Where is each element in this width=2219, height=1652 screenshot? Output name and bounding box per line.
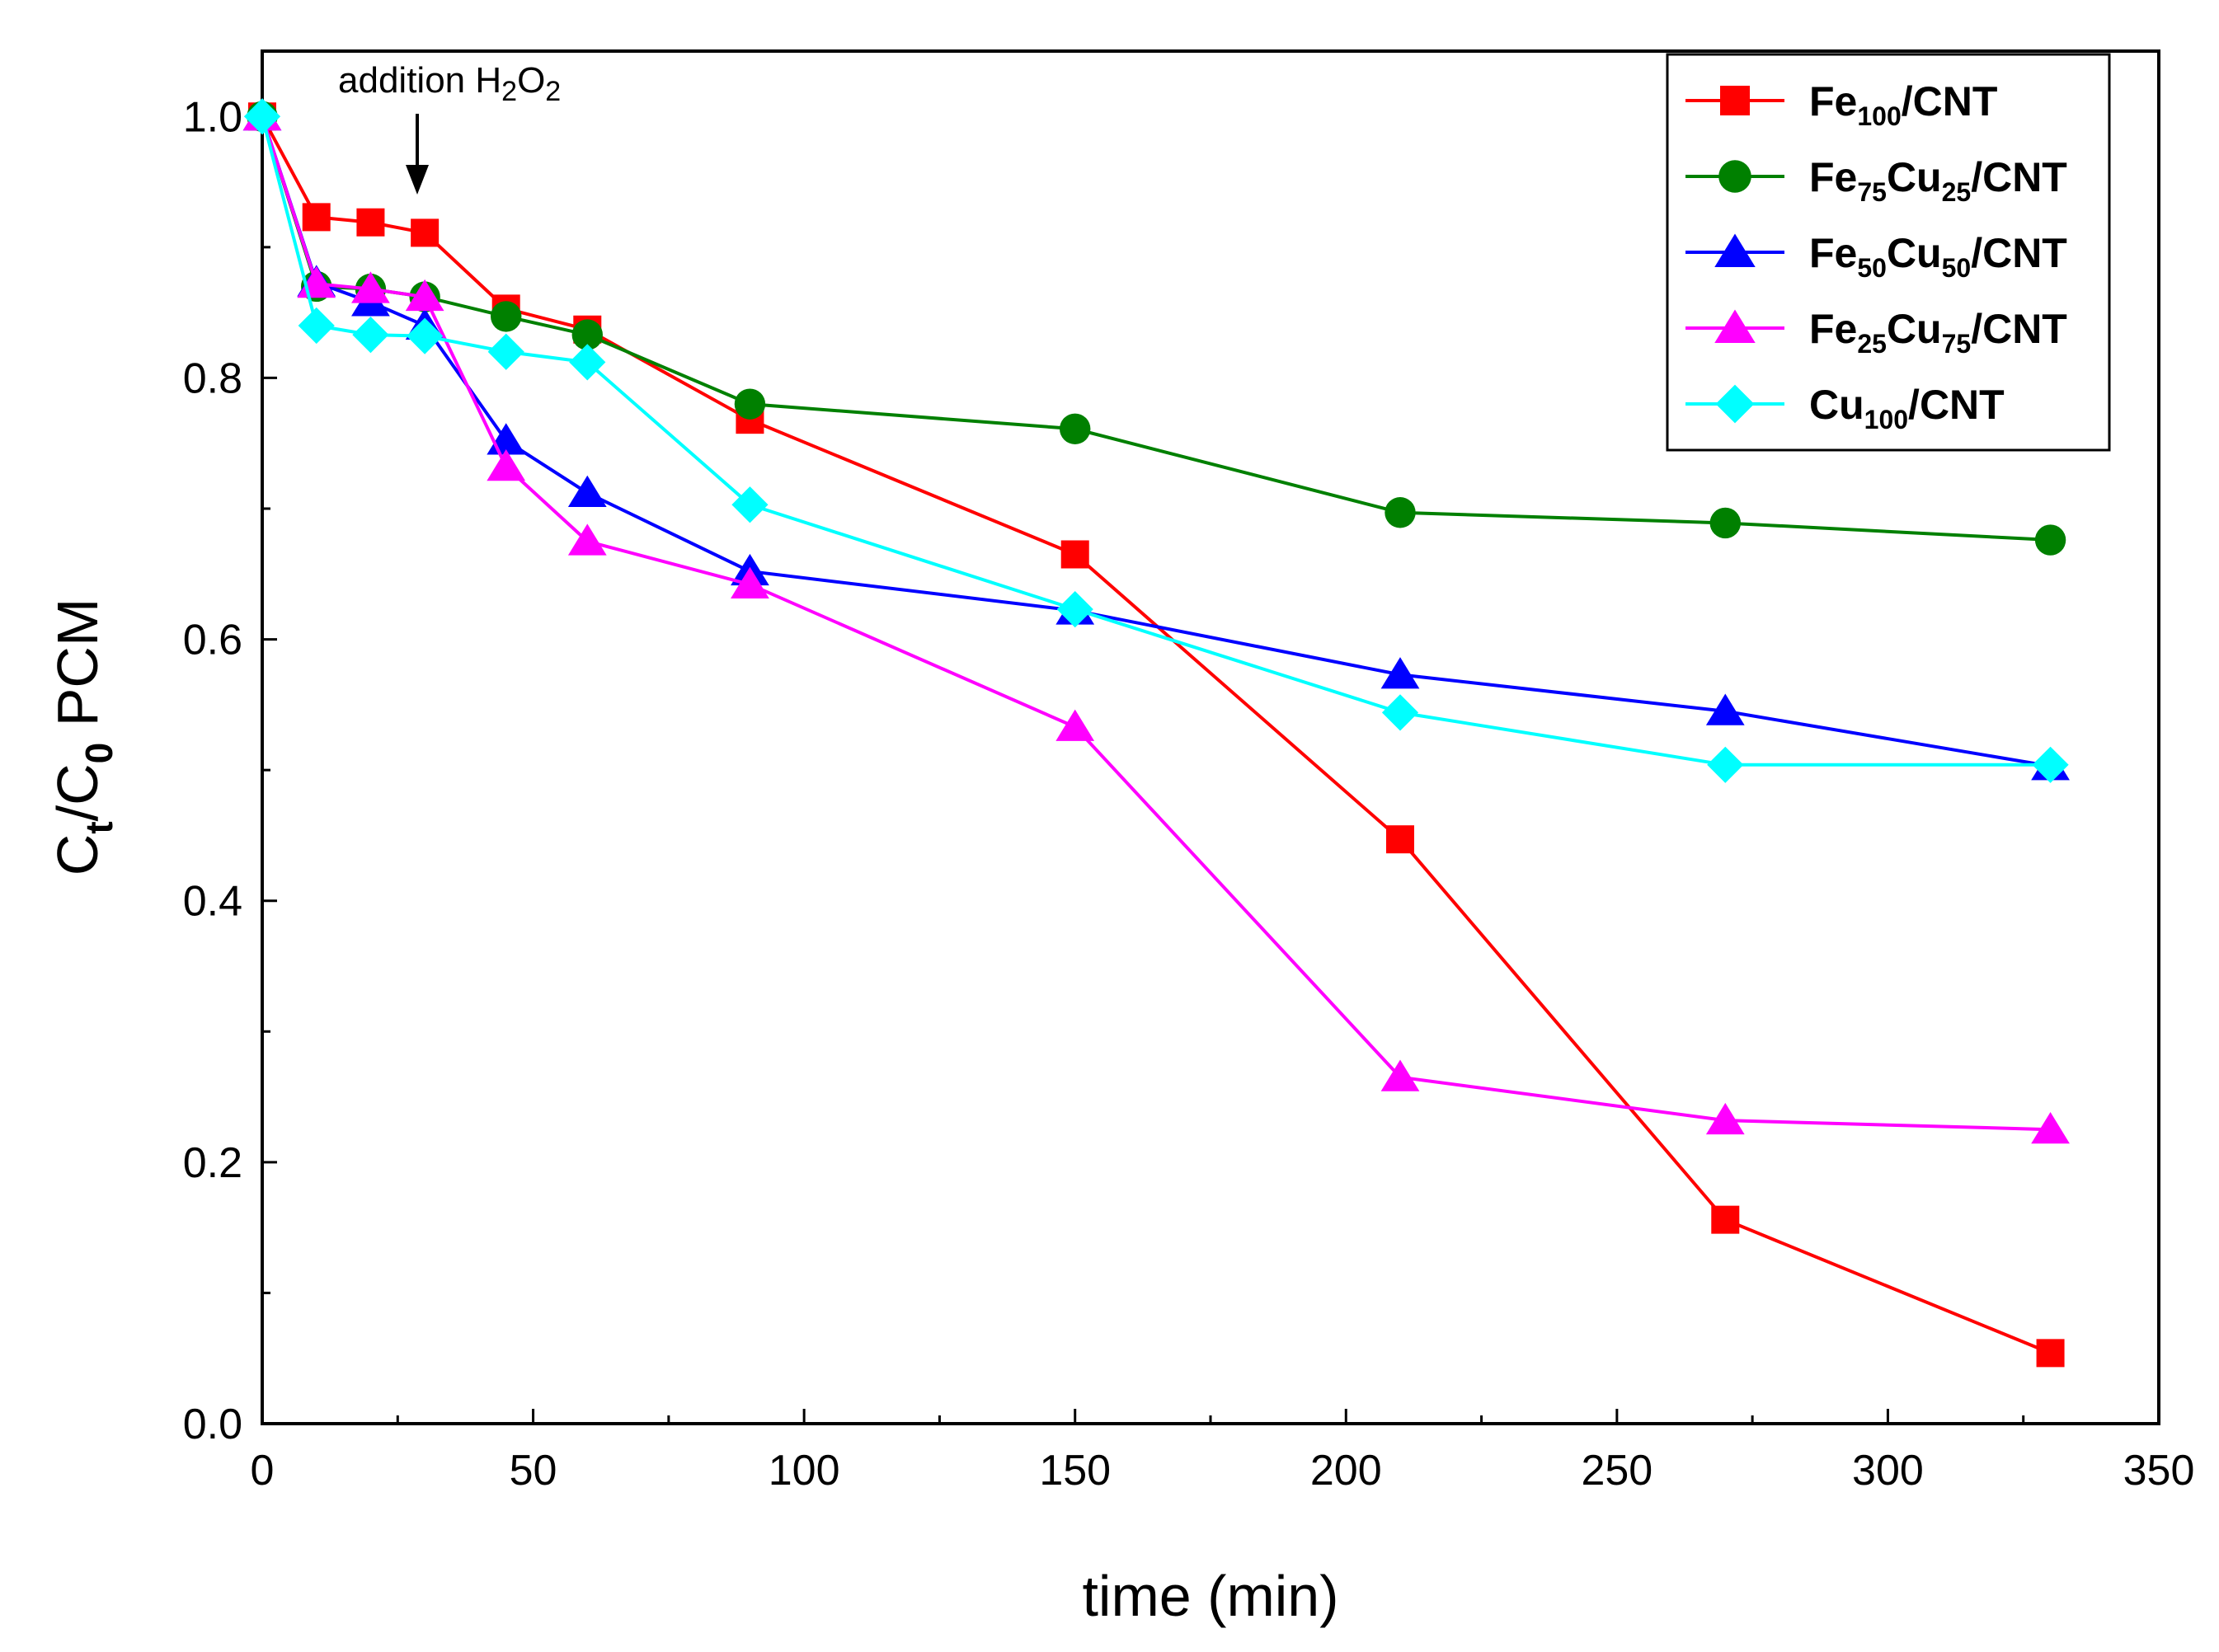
data-point <box>1705 693 1745 725</box>
data-point <box>567 475 607 507</box>
data-point <box>734 388 766 420</box>
data-point <box>731 486 769 523</box>
legend-marker <box>1718 160 1751 193</box>
data-point <box>569 344 606 381</box>
data-point <box>731 566 769 598</box>
axis-ticks: 0 50 100 150 200 250 300 350 0.0 0.2 0.4 0.6 0.8 1.0 <box>183 93 2195 1495</box>
data-point <box>487 333 524 370</box>
y-tick-label: 0.4 <box>183 878 242 926</box>
legend-item: Fe100/CNT <box>1685 78 1997 131</box>
data-point <box>352 317 389 354</box>
y-tick-label: 0.2 <box>183 1139 242 1187</box>
x-tick-label: 350 <box>2123 1447 2195 1495</box>
y-tick-label: 0.8 <box>183 354 242 402</box>
legend-label: Fe100/CNT <box>1809 78 1997 131</box>
data-point <box>1380 657 1420 689</box>
data-point <box>2032 746 2069 783</box>
legend-item: Fe50Cu50/CNT <box>1685 230 2067 283</box>
x-axis-title: time (min) <box>1082 1564 1338 1628</box>
series-5 <box>243 98 2069 783</box>
legend-item: Cu100/CNT <box>1685 382 2005 434</box>
data-point <box>351 271 390 303</box>
x-tick-label: 200 <box>1310 1447 1382 1495</box>
legend: Fe100/CNT Fe75Cu25/CNT Fe50Cu50/CNT Fe25Cu7… <box>1666 53 2111 452</box>
data-point <box>2031 1111 2070 1144</box>
data-point <box>405 279 444 312</box>
x-tick-label: 0 <box>251 1447 275 1495</box>
legend-label: Fe25Cu75/CNT <box>1809 306 2067 359</box>
y-tick-label: 0.0 <box>183 1401 242 1448</box>
legend-label: Fe75Cu25/CNT <box>1809 154 2067 207</box>
y-tick-label: 0.6 <box>183 617 242 664</box>
data-point <box>571 319 603 350</box>
data-point <box>1711 1205 1740 1234</box>
data-point <box>1705 1102 1745 1135</box>
legend-marker <box>1715 384 1755 424</box>
series-layer <box>242 98 2070 1368</box>
y-tick-label: 1.0 <box>183 93 242 141</box>
legend-marker <box>1714 309 1756 343</box>
annotation-h2o2: addition H2O2 <box>338 60 561 195</box>
legend-label: Cu100/CNT <box>1809 382 2005 434</box>
data-point <box>2036 1339 2065 1368</box>
annotation-text: addition H2O2 <box>338 60 561 107</box>
legend-item: Fe25Cu75/CNT <box>1685 306 2067 359</box>
legend-item: Fe75Cu25/CNT <box>1685 154 2067 207</box>
data-point <box>411 218 440 247</box>
data-point <box>1381 694 1419 731</box>
y-axis-title: Ct/C0 PCM <box>45 598 120 875</box>
legend-marker <box>1714 233 1756 267</box>
data-point <box>2034 524 2066 556</box>
data-point <box>243 98 281 135</box>
data-point <box>407 317 444 354</box>
data-point <box>356 208 385 237</box>
data-point <box>1056 591 1093 628</box>
series-4 <box>242 99 2070 1144</box>
x-tick-label: 150 <box>1039 1447 1111 1495</box>
x-tick-label: 300 <box>1852 1447 1924 1495</box>
data-point <box>1385 497 1416 528</box>
data-point <box>1709 507 1741 539</box>
data-point <box>302 203 331 232</box>
legend-label: Fe50Cu50/CNT <box>1809 230 2067 283</box>
data-point <box>567 523 607 556</box>
data-point <box>1386 825 1414 854</box>
data-point <box>1707 746 1744 783</box>
data-point <box>298 307 335 345</box>
data-point <box>1060 540 1089 569</box>
data-point <box>487 449 526 481</box>
x-tick-label: 100 <box>769 1447 840 1495</box>
x-tick-label: 250 <box>1581 1447 1652 1495</box>
legend-marker <box>1720 86 1750 115</box>
data-point <box>1060 413 1091 444</box>
data-point <box>491 301 522 332</box>
data-point <box>1055 709 1095 741</box>
data-point <box>1380 1059 1420 1091</box>
x-tick-label: 50 <box>510 1447 557 1495</box>
annotation-arrow-head <box>406 165 429 195</box>
